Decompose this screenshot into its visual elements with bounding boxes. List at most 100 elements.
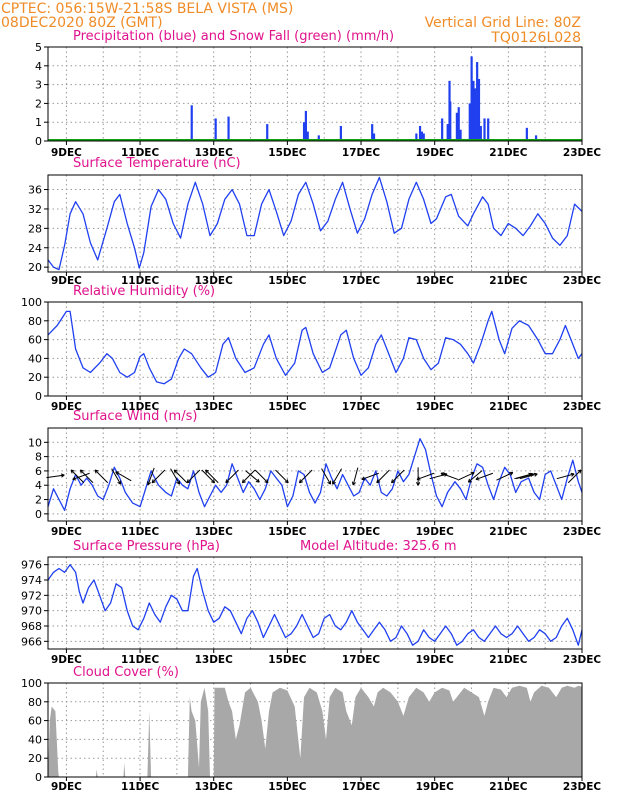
precip-bar	[266, 124, 269, 141]
pressure-line	[47, 564, 583, 646]
precip-bar	[372, 133, 376, 141]
wind-arrow	[111, 468, 122, 485]
x-tick-label: 19DEC	[416, 781, 455, 793]
y-tick-label: 4	[35, 60, 42, 73]
wind-arrow	[475, 472, 494, 481]
x-tick-label: 9DEC	[51, 401, 82, 413]
temp-line	[47, 176, 583, 271]
y-tick-label: 20	[28, 371, 42, 384]
x-tick-label: 9DEC	[51, 147, 82, 159]
header-grid-note: Vertical Grid Line: 80Z	[424, 15, 581, 31]
wind-arrow	[496, 471, 514, 481]
panel-temp: Surface Temperature (nC) 20 24 28 32 36 9DEC 11…	[28, 156, 601, 287]
panel-frame	[47, 427, 583, 522]
wind-arrow	[147, 467, 155, 486]
y-tick-label: 20	[28, 752, 42, 765]
y-tick-label: 24	[28, 242, 42, 255]
y-tick-label: 40	[28, 733, 42, 746]
y-tick-label: 5	[35, 41, 42, 54]
y-tick-label: 28	[28, 222, 42, 235]
precip-bar	[477, 78, 481, 141]
panel-wind: Surface Wind (m/s) 02 468 10 9DEC 11DEC 13DEC 1…	[28, 409, 601, 538]
precip-bar	[479, 125, 482, 141]
x-tick-label: 13DEC	[195, 401, 234, 413]
precip-bar	[457, 107, 460, 141]
x-tick-label: 11DEC	[121, 401, 160, 413]
x-tick-label: 17DEC	[342, 781, 381, 793]
y-tick-label: 974	[21, 574, 42, 587]
x-tick-label: 23DEC	[563, 401, 602, 413]
precip-bar	[420, 131, 423, 141]
x-tick-label: 13DEC	[195, 147, 234, 159]
panel-pressure: Surface Pressure (hPa) Model Altitude: 32…	[21, 539, 601, 666]
x-tick-label: 9DEC	[51, 654, 82, 666]
precip-bar	[418, 125, 422, 141]
chart-title: Surface Wind (m/s)	[73, 409, 197, 424]
x-tick-label: 15DEC	[268, 147, 307, 159]
precip-bar	[339, 125, 342, 141]
x-tick-label: 23DEC	[563, 654, 602, 666]
precip-bar	[306, 131, 309, 141]
precip-bar	[455, 112, 458, 141]
wind-arrow	[201, 469, 216, 484]
wind-arrow	[72, 472, 90, 481]
y-tick-label: 968	[21, 620, 42, 633]
y-tick-label: 0	[35, 508, 42, 521]
y-tick-label: 100	[21, 296, 42, 309]
precip-bar	[472, 80, 475, 141]
precip-bar	[470, 56, 473, 141]
chart-title: Surface Pressure (hPa)	[73, 539, 220, 554]
y-tick-label: 36	[28, 184, 42, 197]
wind-arrow	[556, 472, 575, 480]
y-tick-label: 0	[35, 135, 42, 148]
y-tick-label: 0	[35, 390, 42, 403]
precip-bar	[474, 88, 477, 141]
y-tick-label: 1	[35, 116, 42, 129]
x-tick-label: 11DEC	[121, 147, 160, 159]
wind-arrow	[254, 469, 269, 484]
x-tick-label: 11DEC	[121, 654, 160, 666]
y-tick-label: 80	[28, 315, 42, 328]
wind-arrow	[275, 469, 289, 484]
x-tick-label: 19DEC	[416, 526, 455, 538]
panel-precip: Precipitation (blue) and Snow Fall (gree…	[35, 29, 601, 159]
panel-cloud: Cloud Cover (%) 0 20 40 60 80 100 9DEC 11DEC 13DE…	[21, 665, 601, 793]
panel-frame	[47, 301, 583, 397]
precip-bar	[525, 127, 528, 141]
x-tick-label: 21DEC	[489, 275, 528, 287]
wind-line	[47, 438, 583, 511]
wind-arrow	[567, 469, 582, 484]
x-tick-label: 9DEC	[51, 526, 82, 538]
y-tick-label: 32	[28, 203, 42, 216]
precip-bar	[483, 118, 486, 141]
precip-bar	[371, 124, 374, 141]
panel-frame	[47, 174, 583, 273]
y-tick-label: 2	[35, 97, 42, 110]
precip-bar	[190, 105, 193, 141]
precip-bar	[227, 116, 230, 141]
wind-arrow	[519, 472, 538, 480]
x-tick-label: 21DEC	[489, 654, 528, 666]
wind-arrow	[79, 469, 94, 484]
wind-arrow	[391, 469, 405, 484]
wind-arrow	[173, 469, 188, 484]
x-tick-label: 11DEC	[121, 526, 160, 538]
y-tick-label: 2	[35, 494, 42, 507]
precip-bar	[304, 110, 307, 141]
x-tick-label: 17DEC	[342, 401, 381, 413]
rh-line	[47, 310, 583, 385]
wind-arrow	[186, 469, 201, 484]
panel-rh: Relative Humidity (%) 0 20 40 60 80 100 9DEC 11D…	[21, 284, 601, 413]
y-tick-label: 976	[21, 559, 42, 572]
x-tick-label: 15DEC	[268, 275, 307, 287]
y-tick-label: 20	[28, 261, 42, 274]
x-tick-label: 21DEC	[489, 781, 528, 793]
wind-arrow	[298, 469, 313, 484]
y-tick-label: 60	[28, 715, 42, 728]
panel-frame	[47, 682, 583, 778]
wind-arrow	[321, 468, 332, 485]
x-tick-label: 21DEC	[489, 147, 528, 159]
wind-arrow	[225, 469, 239, 484]
x-tick-label: 17DEC	[342, 147, 381, 159]
